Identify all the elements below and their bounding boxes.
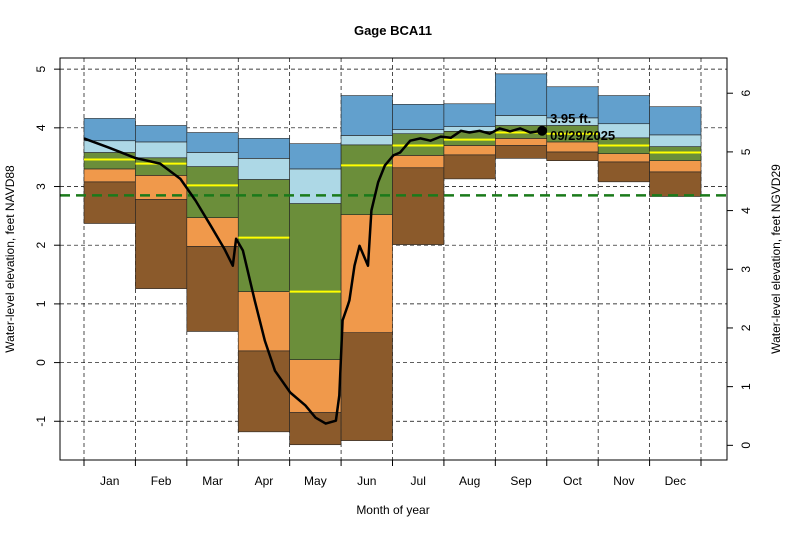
percentile-band	[546, 141, 599, 153]
y2-tick-label: 6	[739, 90, 753, 97]
percentile-band	[546, 151, 599, 162]
percentile-band	[495, 73, 548, 116]
percentile-band	[495, 115, 548, 126]
percentile-band	[135, 141, 188, 159]
y2-axis-label: Water-level elevation, feet NGVD29	[769, 164, 783, 354]
percentile-band	[443, 154, 496, 180]
percentile-band	[649, 146, 702, 162]
percentile-band	[649, 171, 702, 197]
y-tick-label: 0	[34, 359, 48, 366]
percentile-band	[186, 132, 239, 153]
x-axis-label: Month of year	[356, 503, 429, 517]
percentile-band	[546, 86, 599, 119]
x-tick-label: Aug	[459, 474, 480, 488]
chart-title: Gage BCA11	[354, 23, 432, 38]
percentile-band	[340, 144, 393, 215]
percentile-band	[443, 103, 496, 127]
percentile-band	[340, 95, 393, 136]
x-tick-label: Dec	[665, 474, 686, 488]
y2-tick-label: 1	[739, 383, 753, 390]
hydrograph-line	[83, 127, 543, 425]
y2-tick-label: 2	[739, 324, 753, 331]
annotation-date: 09/29/2025	[550, 128, 615, 143]
x-tick-label: Jul	[411, 474, 426, 488]
percentile-band	[83, 118, 136, 142]
percentile-band	[340, 214, 393, 333]
x-tick-label: Mar	[202, 474, 223, 488]
y2-tick-label: 4	[739, 207, 753, 214]
y2-tick-label: 5	[739, 148, 753, 155]
x-tick-label: Oct	[563, 474, 582, 488]
percentile-band	[135, 199, 188, 289]
percentile-band	[83, 181, 136, 224]
y-tick-label: 4	[34, 124, 48, 131]
x-tick-label: May	[304, 474, 327, 488]
y-axis-label: Water-level elevation, feet NAVD88	[3, 165, 17, 353]
percentile-band	[649, 106, 702, 136]
percentile-band	[289, 359, 342, 413]
percentile-band	[649, 134, 702, 147]
x-tick-label: Sep	[510, 474, 532, 488]
x-tick-label: Jun	[357, 474, 376, 488]
percentile-band	[597, 153, 650, 163]
percentile-band	[237, 138, 290, 159]
x-tick-label: Nov	[613, 474, 634, 488]
percentile-band	[340, 332, 393, 441]
x-tick-label: Apr	[255, 474, 274, 488]
y-tick-label: 5	[34, 65, 48, 72]
y-tick-label: -1	[34, 416, 48, 427]
y-tick-label: 3	[34, 183, 48, 190]
percentile-band	[186, 152, 239, 167]
percentile-band	[597, 95, 650, 125]
y-tick-label: 1	[34, 300, 48, 307]
y2-tick-label: 3	[739, 266, 753, 273]
percentile-band	[392, 129, 445, 135]
percentile-band	[443, 145, 496, 156]
y-tick-label: 2	[34, 242, 48, 249]
percentile-band	[443, 126, 496, 132]
percentile-band	[649, 160, 702, 173]
percentile-band	[289, 168, 342, 204]
y2-tick-label: 0	[739, 442, 753, 449]
percentile-band	[135, 125, 188, 143]
plot-frame	[59, 57, 728, 461]
percentile-band	[237, 179, 290, 292]
percentile-band	[392, 167, 445, 245]
percentile-band	[237, 350, 290, 433]
percentile-band	[392, 104, 445, 130]
percentile-band	[83, 168, 136, 183]
x-tick-label: Jan	[100, 474, 119, 488]
percentile-band	[392, 155, 445, 169]
percentile-band	[495, 145, 548, 159]
percentile-band	[289, 143, 342, 170]
x-tick-label: Feb	[151, 474, 172, 488]
percentile-band	[597, 161, 650, 183]
current-point	[537, 125, 548, 136]
percentile-band	[495, 138, 548, 146]
percentile-band	[289, 203, 342, 360]
percentile-band	[340, 135, 393, 146]
percentile-band	[237, 291, 290, 352]
percentile-band	[237, 158, 290, 180]
annotation-label: 3.95 ft.	[550, 111, 591, 126]
percentile-band	[186, 166, 239, 218]
percentile-band	[186, 217, 239, 247]
